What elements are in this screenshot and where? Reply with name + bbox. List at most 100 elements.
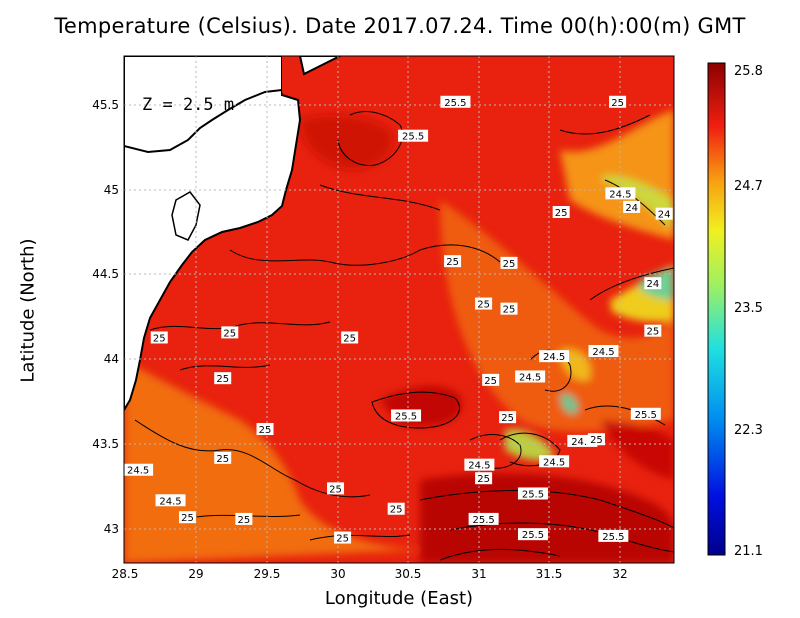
y-tick-label: 45: [104, 183, 119, 197]
contour-label-box: [341, 331, 359, 344]
contour-label-text: 25.5: [602, 532, 624, 543]
contour-label-box: [500, 302, 518, 315]
contour-label: 25.5: [391, 409, 422, 422]
contour-label: 25: [214, 372, 232, 385]
contour-label-text: 25: [153, 333, 166, 344]
y-tick-label: 45.5: [92, 98, 119, 112]
contour-label: 24: [655, 207, 673, 221]
contour-label-text: 24.5: [543, 457, 565, 468]
contour-label-box: [155, 494, 186, 507]
y-tick-label: 44.5: [92, 267, 119, 281]
y-axis-title: Latitude (North): [17, 238, 39, 383]
contour-label: 25: [552, 206, 570, 219]
contour-label: 24.5: [464, 458, 495, 472]
contour-label-text: 25: [259, 425, 272, 436]
contour-label: 25: [334, 531, 352, 545]
x-axis: 28.5 29 29.5 30 30.5 31 31.5 32: [112, 567, 628, 581]
contour-label-box: [221, 326, 239, 339]
contour-label: 24.5: [539, 455, 570, 468]
contour-label-text: 25.5: [402, 132, 424, 143]
y-axis: 45.5 45 44.5 44 43.5 43: [92, 98, 119, 536]
y-tick-label: 43.5: [92, 437, 119, 451]
contour-label-text: 25: [343, 333, 356, 344]
contour-label-box: [464, 458, 495, 471]
contour-label: 25: [500, 302, 518, 316]
contour-label-box: [327, 482, 345, 495]
contour-label-text: 25: [216, 374, 229, 385]
contour-label-text: 25: [329, 484, 342, 495]
contour-label-box: [387, 502, 405, 515]
contour-label-text: 24.5: [519, 372, 541, 383]
contour-label-box: [178, 511, 196, 524]
colorbar-label: 23.5: [734, 301, 763, 316]
x-tick-label: 31.5: [536, 567, 563, 581]
contour-label: 25: [235, 512, 253, 526]
contour-label-text: 25: [590, 435, 603, 446]
contour-label-box: [655, 207, 673, 220]
x-axis-title: Longitude (East): [324, 588, 474, 609]
contour-label-box: [256, 423, 274, 436]
contour-label-text: 25: [477, 300, 490, 311]
contour-label: 25: [475, 297, 493, 311]
contour-label-text: 24: [658, 210, 671, 221]
y-tick-label: 44: [104, 352, 119, 366]
contour-label: 25.5: [517, 487, 548, 500]
y-tick-label: 43: [104, 522, 119, 536]
contour-label-box: [515, 370, 546, 383]
contour-label-box: [334, 531, 352, 544]
contour-label-text: 25.5: [472, 515, 494, 526]
contour-label-box: [214, 451, 232, 464]
contour-label-text: 25.5: [395, 411, 417, 422]
contour-label-text: 25: [181, 513, 194, 524]
contour-label: 25: [327, 482, 345, 495]
contour-label: 24.5: [124, 463, 154, 477]
contour-label: 25: [150, 331, 168, 344]
contour-label: 25: [214, 451, 232, 465]
contour-label-text: 24: [625, 203, 638, 214]
contour-label-text: 25: [503, 259, 516, 270]
contour-label-box: [588, 345, 619, 358]
contour-label-box: [630, 407, 661, 420]
contour-label-box: [214, 372, 232, 385]
contour-label-text: 25: [611, 98, 624, 109]
x-tick-label: 29.5: [254, 567, 281, 581]
colorbar-labels: 25.8 24.7 23.5 22.3 21.1: [734, 64, 763, 559]
contour-label-text: 25: [555, 208, 568, 219]
contour-label-text: 25: [223, 328, 236, 339]
contour-label-box: [587, 433, 605, 446]
contour-label: 25: [387, 502, 405, 516]
contour-label: 25: [221, 326, 239, 339]
contour-label-box: [517, 487, 548, 500]
x-tick-label: 31: [471, 567, 486, 581]
contour-label: 24.5: [155, 494, 186, 507]
contour-label-text: 25.5: [444, 98, 466, 109]
contour-label-text: 25: [477, 474, 490, 485]
contour-label: 24: [644, 277, 662, 290]
contour-label: 25.5: [468, 512, 499, 526]
contour-label-text: 25: [336, 534, 349, 545]
contour-label-text: 24.5: [468, 461, 490, 472]
contour-label: 25: [444, 255, 462, 268]
contour-label-box: [440, 95, 471, 108]
contour-label-text: 25: [238, 515, 251, 526]
contour-label-box: [150, 331, 168, 344]
contour-label: 25: [609, 95, 627, 109]
x-tick-label: 28.5: [112, 567, 139, 581]
contour-label: 25.5: [630, 407, 661, 421]
contour-label: 24.5: [515, 370, 546, 383]
contour-label: 25: [587, 433, 605, 446]
colorbar: [707, 62, 726, 556]
x-tick-label: 29: [188, 567, 203, 581]
contour-label-text: 24.5: [127, 466, 149, 477]
contour-label: 24.5: [605, 187, 636, 200]
map-title: Temperature (Celsius). Date 2017.07.24. …: [54, 14, 746, 38]
land-coast: [124, 56, 302, 412]
contour-label-box: [475, 297, 493, 310]
x-tick-label: 30.5: [395, 567, 422, 581]
contour-label: 25.5: [517, 528, 548, 541]
contour-label: 25.5: [598, 529, 629, 543]
contour-label-text: 24.5: [592, 347, 614, 358]
contour-label-box: [235, 512, 253, 525]
contour-label: 25: [644, 324, 662, 338]
contour-label-text: 25: [390, 505, 403, 516]
